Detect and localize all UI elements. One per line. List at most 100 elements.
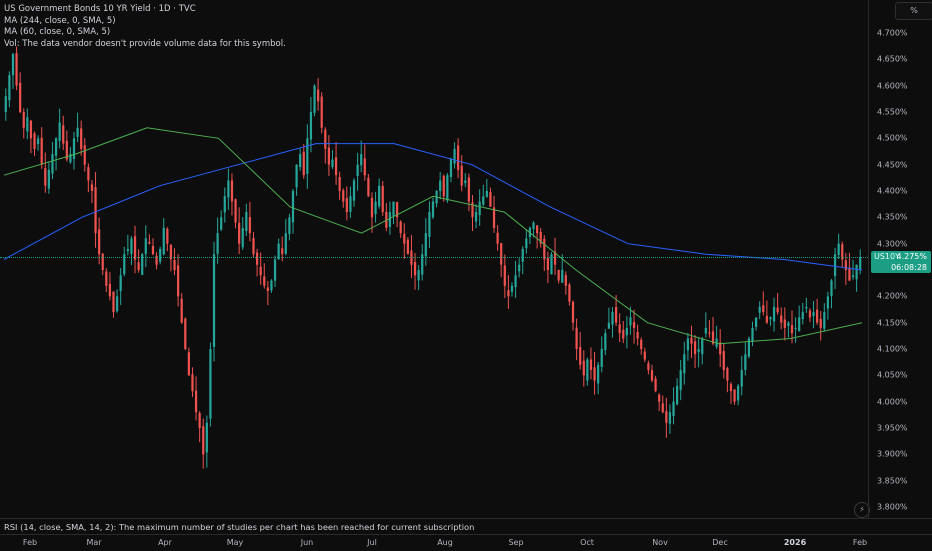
candle-down	[614, 307, 618, 323]
candle-down	[108, 283, 112, 297]
candle-up	[604, 333, 607, 351]
candle-up	[679, 370, 682, 390]
ma-60-legend[interactable]: MA (60, close, 0, SMA, 5)	[4, 27, 111, 37]
candle-down	[137, 262, 140, 270]
candle-down	[816, 309, 819, 323]
candle-down	[259, 266, 262, 276]
candle-down	[460, 165, 463, 186]
candle-down	[148, 242, 151, 244]
candle-up	[349, 196, 352, 212]
price-tick: 4.050%	[877, 370, 908, 380]
price-tick: 4.550%	[877, 107, 908, 117]
candle-down	[783, 319, 786, 328]
candle-up	[205, 422, 208, 453]
candle-down	[632, 322, 636, 328]
candle-up	[130, 238, 133, 254]
last-price-line	[0, 256, 868, 258]
candle-up	[8, 75, 11, 101]
candle-up	[754, 317, 758, 327]
candle-up	[851, 275, 855, 278]
candle-down	[496, 232, 499, 244]
candle-down	[151, 245, 155, 255]
candle-down	[582, 360, 585, 376]
candle-up	[123, 254, 126, 275]
candle-up	[299, 154, 302, 167]
candle-up	[51, 154, 54, 174]
candle-up	[805, 306, 808, 309]
price-tick: 4.400%	[877, 186, 908, 196]
candle-down	[194, 390, 198, 413]
candle-up	[823, 312, 826, 329]
candle-down	[406, 239, 409, 255]
candle-up	[772, 306, 776, 322]
chart-legend: US Government Bonds 10 YR Yield · 1D · T…	[4, 4, 286, 50]
candle-down	[155, 255, 158, 265]
price-tick: 3.800%	[877, 502, 908, 512]
candle-down	[338, 176, 341, 191]
candle-down	[665, 411, 668, 423]
candle-down	[618, 324, 621, 334]
candle-up	[510, 285, 514, 292]
candlestick-chart[interactable]	[0, 0, 868, 518]
candle-up	[227, 180, 230, 198]
time-axis[interactable]: Feb Mar Apr May Jun Jul Aug Sep Oct Nov Dec 2026 Feb	[0, 534, 932, 551]
chart-area[interactable]: US Government Bonds 10 YR Yield · 1D · T…	[0, 0, 870, 518]
candle-up	[209, 349, 212, 419]
time-tick: Jun	[300, 538, 314, 547]
rsi-pane[interactable]: RSI (14, close, SMA, 14, 2): The maximum…	[0, 518, 932, 535]
candle-down	[708, 332, 711, 334]
candle-down	[191, 374, 194, 392]
candle-up	[550, 254, 553, 275]
candle-down	[467, 177, 471, 202]
candle-up	[532, 222, 535, 230]
candle-up	[424, 233, 427, 257]
candle-down	[302, 151, 305, 176]
candle-up	[417, 270, 420, 281]
candle-down	[234, 199, 237, 223]
candle-down	[255, 252, 259, 265]
candle-up	[69, 154, 72, 163]
candle-down	[575, 327, 578, 349]
time-tick: May	[226, 538, 244, 547]
candle-up	[597, 364, 600, 384]
candle-down	[202, 426, 205, 455]
candle-down	[636, 331, 639, 339]
candle-up	[331, 159, 334, 168]
price-tick: 4.000%	[877, 397, 908, 407]
volume-legend[interactable]: Vol: The data vendor doesn't provide vol…	[4, 38, 286, 49]
unit-button[interactable]: %	[895, 2, 932, 20]
candle-up	[514, 275, 517, 287]
candle-down	[40, 137, 43, 165]
candle-up	[600, 349, 603, 367]
candle-up	[392, 201, 395, 217]
candle-down	[571, 301, 575, 323]
candle-down	[589, 359, 593, 371]
price-axis[interactable]: % 4.700% 4.650% 4.600% 4.550% 4.500% 4.450% 4.…	[868, 0, 932, 518]
candle-down	[133, 236, 137, 260]
candle-down	[568, 284, 571, 302]
candle-down	[643, 351, 646, 360]
candle-up	[464, 180, 467, 184]
price-tick: 4.350%	[877, 212, 908, 222]
candle-up	[277, 243, 280, 260]
ma-244-legend[interactable]: MA (244, close, 0, SMA, 5)	[4, 15, 116, 26]
symbol-title: US Government Bonds 10 YR Yield · 1D · T…	[4, 4, 196, 14]
candle-down	[640, 339, 643, 349]
candle-up	[220, 217, 223, 230]
candle-down	[381, 185, 384, 213]
candle-down	[230, 180, 234, 202]
candle-up	[697, 349, 700, 352]
candle-up	[837, 243, 840, 256]
candle-up	[525, 238, 528, 249]
candle-up	[439, 180, 442, 192]
candle-up	[115, 296, 119, 312]
candle-up	[826, 296, 830, 309]
candle-up	[126, 248, 129, 252]
candle-down	[101, 253, 104, 270]
candle-down	[808, 310, 812, 318]
price-tick: 4.100%	[877, 344, 908, 354]
candle-down	[112, 291, 115, 313]
candle-up	[518, 264, 521, 272]
price-tick: 4.650%	[877, 54, 908, 64]
bolt-icon[interactable]: ⚡	[854, 502, 870, 518]
